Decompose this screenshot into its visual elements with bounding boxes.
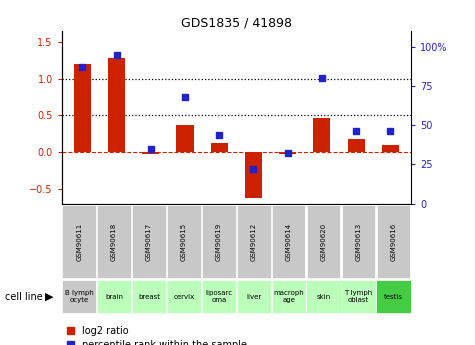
Text: GSM90619: GSM90619	[216, 223, 222, 260]
FancyBboxPatch shape	[97, 280, 131, 313]
Text: GSM90613: GSM90613	[355, 223, 361, 260]
Point	[352, 129, 360, 134]
Bar	[382, 145, 399, 152]
Text: liver: liver	[246, 294, 261, 300]
Point	[181, 94, 189, 100]
FancyBboxPatch shape	[376, 280, 410, 313]
Text: brain: brain	[105, 294, 123, 300]
Title: GDS1835 / 41898: GDS1835 / 41898	[181, 17, 292, 30]
Bar	[348, 139, 365, 152]
Point	[113, 52, 120, 57]
Text: B lymph
ocyte: B lymph ocyte	[65, 290, 94, 303]
Bar	[279, 152, 296, 154]
Point	[147, 146, 154, 151]
FancyBboxPatch shape	[167, 205, 201, 278]
Point	[250, 166, 257, 172]
Text: liposarc
oma: liposarc oma	[205, 290, 232, 303]
Text: macroph
age: macroph age	[273, 290, 304, 303]
Legend: log2 ratio, percentile rank within the sample: log2 ratio, percentile rank within the s…	[66, 326, 247, 345]
Point	[387, 129, 394, 134]
Text: T lymph
oblast: T lymph oblast	[344, 290, 372, 303]
Bar	[245, 152, 262, 198]
Text: GSM90616: GSM90616	[390, 223, 397, 260]
FancyBboxPatch shape	[237, 205, 271, 278]
FancyBboxPatch shape	[62, 205, 96, 278]
FancyBboxPatch shape	[272, 205, 305, 278]
FancyBboxPatch shape	[202, 280, 236, 313]
Bar	[176, 125, 193, 152]
FancyBboxPatch shape	[307, 205, 341, 278]
Text: GSM90612: GSM90612	[251, 223, 257, 260]
FancyBboxPatch shape	[97, 205, 131, 278]
Text: GSM90614: GSM90614	[285, 223, 292, 260]
Text: skin: skin	[316, 294, 331, 300]
Text: GSM90620: GSM90620	[321, 223, 327, 260]
Text: cervix: cervix	[173, 294, 195, 300]
Point	[78, 65, 86, 70]
FancyBboxPatch shape	[272, 280, 306, 313]
Text: breast: breast	[138, 294, 160, 300]
Point	[318, 75, 326, 81]
FancyBboxPatch shape	[377, 205, 410, 278]
Text: GSM90615: GSM90615	[181, 223, 187, 260]
Text: GSM90617: GSM90617	[146, 223, 152, 260]
Bar	[142, 152, 159, 154]
FancyBboxPatch shape	[202, 205, 236, 278]
Point	[215, 132, 223, 137]
FancyBboxPatch shape	[237, 280, 271, 313]
Bar	[210, 144, 228, 152]
Bar	[314, 118, 331, 152]
Text: GSM90618: GSM90618	[111, 223, 117, 260]
Text: ▶: ▶	[45, 292, 54, 302]
FancyBboxPatch shape	[132, 205, 166, 278]
Bar	[108, 58, 125, 152]
FancyBboxPatch shape	[62, 280, 96, 313]
FancyBboxPatch shape	[306, 280, 341, 313]
FancyBboxPatch shape	[342, 280, 376, 313]
Text: GSM90611: GSM90611	[76, 223, 82, 260]
Bar	[74, 64, 91, 152]
FancyBboxPatch shape	[167, 280, 201, 313]
Text: cell line: cell line	[5, 292, 42, 302]
FancyBboxPatch shape	[342, 205, 375, 278]
FancyBboxPatch shape	[132, 280, 166, 313]
Point	[284, 151, 292, 156]
Text: testis: testis	[384, 294, 403, 300]
